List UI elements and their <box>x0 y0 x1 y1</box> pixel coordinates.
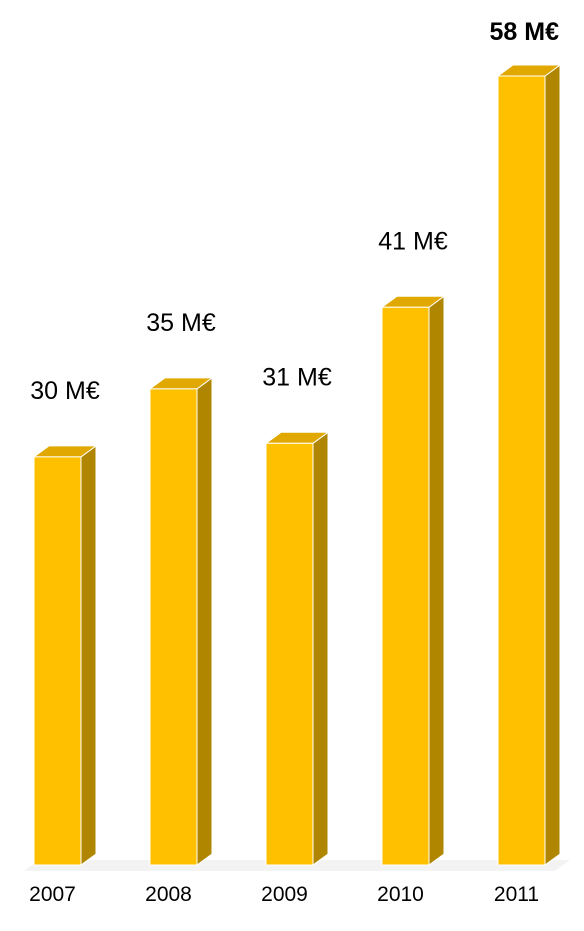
category-label-2011: 2011 <box>494 883 539 906</box>
value-label-2009: 31 M€ <box>262 363 332 391</box>
value-label-2010: 41 M€ <box>378 227 448 255</box>
bar-side-face <box>428 295 445 866</box>
bar-side-face <box>80 444 97 866</box>
bar-front-face <box>33 456 82 866</box>
value-label-2008: 35 M€ <box>146 309 216 337</box>
bar-front-face <box>497 75 546 866</box>
value-label-2011: 58 M€ <box>490 18 560 46</box>
bar-2007 <box>32 444 98 866</box>
bar-side-face <box>196 376 213 866</box>
bar-side-face <box>544 64 561 866</box>
bar-2010 <box>380 295 446 866</box>
category-label-2010: 2010 <box>377 883 424 906</box>
bar-2009 <box>264 431 330 866</box>
category-label-2009: 2009 <box>261 883 308 906</box>
bar-2011 <box>496 64 562 866</box>
category-label-2008: 2008 <box>145 883 192 906</box>
bar-front-face <box>265 442 314 866</box>
bar-front-face <box>381 306 430 866</box>
bar-front-face <box>149 388 198 866</box>
bar-side-face <box>312 431 329 866</box>
category-label-2007: 2007 <box>29 883 76 906</box>
bar-2008 <box>148 376 214 866</box>
value-label-2007: 30 M€ <box>30 377 100 405</box>
